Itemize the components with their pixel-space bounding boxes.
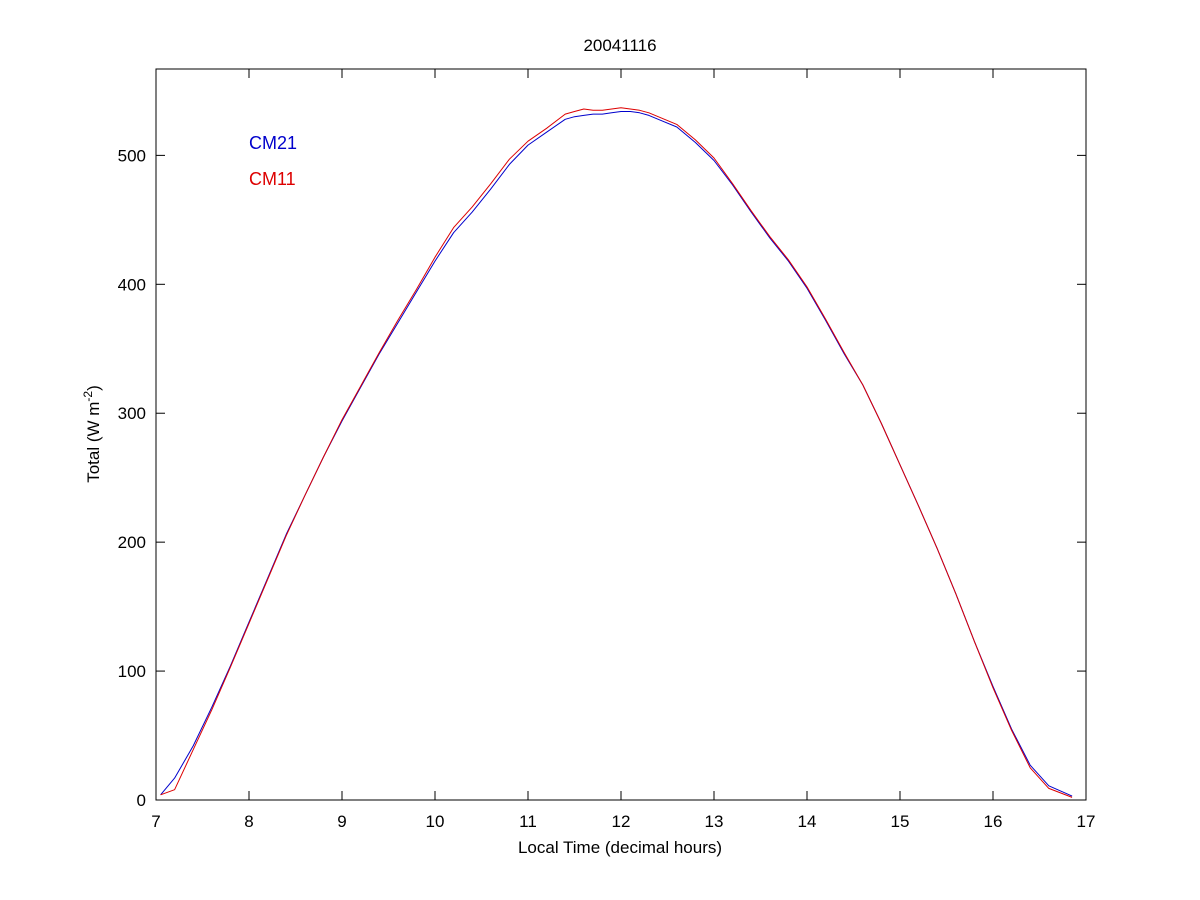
x-tick-label: 12 [612, 812, 631, 831]
x-tick-label: 16 [984, 812, 1003, 831]
x-tick-label: 15 [891, 812, 910, 831]
x-tick-label: 11 [519, 812, 537, 831]
x-tick-label: 7 [151, 812, 160, 831]
x-axis: 7 8 9 10 11 12 13 14 15 16 17 [151, 69, 1095, 831]
y-tick-label: 400 [118, 275, 146, 294]
x-axis-label: Local Time (decimal hours) [518, 838, 722, 857]
x-tick-label: 14 [798, 812, 817, 831]
plot-area [155, 68, 1087, 801]
y-tick-label: 100 [118, 662, 146, 681]
y-tick-label: 200 [118, 533, 146, 552]
y-axis-label-superscript: -2 [81, 391, 95, 402]
y-axis-label: Total (W m-2) [81, 385, 103, 483]
legend: CM21 CM11 [249, 133, 297, 189]
y-axis: 0 100 200 300 400 500 [118, 146, 1086, 810]
y-tick-label: 300 [118, 404, 146, 423]
y-tick-label: 0 [137, 791, 146, 810]
y-axis-label-close: ) [84, 385, 103, 391]
series-line-cm11 [160, 107, 1073, 798]
x-tick-label: 17 [1077, 812, 1096, 831]
series-layer [160, 107, 1073, 798]
x-tick-label: 9 [337, 812, 346, 831]
legend-item-cm21: CM21 [249, 133, 297, 153]
chart-title: 20041116 [583, 36, 656, 55]
y-axis-label-main: Total (W m [84, 402, 103, 483]
x-tick-label: 10 [426, 812, 445, 831]
x-tick-label: 8 [244, 812, 253, 831]
x-tick-label: 13 [705, 812, 724, 831]
y-tick-label: 500 [118, 146, 146, 165]
legend-item-cm11: CM11 [249, 169, 296, 189]
